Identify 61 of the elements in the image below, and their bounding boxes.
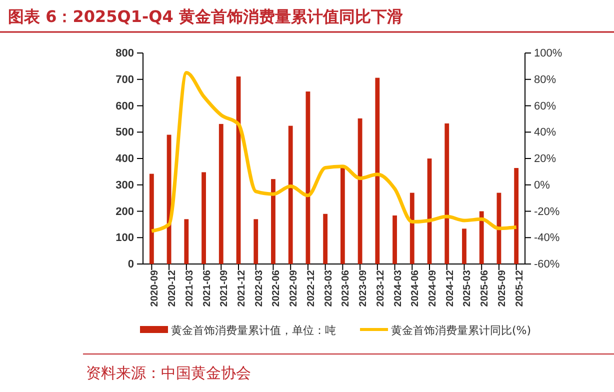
x-tick-label: 2022-09 — [288, 270, 300, 307]
x-tick-label: 2021-12 — [236, 270, 248, 307]
bar — [202, 172, 206, 264]
y2-tick-label: 80% — [534, 74, 556, 86]
bar — [340, 166, 345, 264]
x-tick-label: 2022-12 — [306, 270, 317, 307]
x-tick-label: 2023-06 — [340, 270, 352, 307]
x-tick-label: 2020-09 — [150, 270, 161, 307]
bar — [514, 168, 519, 264]
legend-label: 黄金首饰消费量累计值，单位：吨 — [171, 324, 336, 337]
x-tick-label: 2021-06 — [202, 270, 213, 307]
x-tick-label: 2024-03 — [392, 270, 404, 307]
bar — [218, 124, 224, 264]
bar — [479, 211, 484, 264]
y-tick-label: 500 — [116, 126, 134, 139]
x-tick-label: 2020-12 — [167, 270, 178, 307]
y-tick-label: 300 — [116, 179, 134, 192]
x-tick-label: 2024-06 — [410, 270, 422, 307]
bar — [392, 215, 397, 264]
bar — [444, 123, 450, 264]
x-tick-label: 2023-09 — [358, 270, 370, 307]
x-tick-label: 2025-06 — [480, 270, 491, 307]
x-tick-label: 2023-03 — [323, 270, 334, 307]
y2-tick-label: 20% — [534, 153, 556, 166]
x-tick-label: 2025-12 — [514, 270, 526, 307]
bar — [271, 179, 276, 264]
y2-tick-label: 60% — [534, 100, 556, 112]
bar — [288, 126, 293, 264]
x-tick-label: 2022-03 — [254, 270, 265, 307]
y-tick-label: 800 — [116, 48, 134, 60]
chart-title: 图表 6：2025Q1-Q4 黄金首饰消费量累计值同比下滑 — [8, 7, 403, 26]
x-tick-label: 2024-09 — [428, 270, 438, 307]
x-tick-label: 2023-12 — [375, 270, 386, 307]
text: 资料来源：中国黄金协会 — [86, 364, 251, 382]
x-tick-label: 2022-06 — [271, 270, 282, 307]
y2-tick-label: 40% — [534, 126, 556, 139]
legend-label: 黄金首饰消费量累计同比(%) — [391, 324, 532, 337]
y-tick-label: 700 — [116, 74, 134, 86]
y-tick-label: 100 — [116, 232, 134, 244]
x-tick-label: 2025-03 — [462, 270, 474, 307]
y2-tick-label: -40% — [534, 232, 560, 244]
bar — [254, 219, 258, 264]
y-tick-label: 600 — [116, 100, 134, 112]
y2-tick-label: 100% — [534, 48, 562, 60]
bar — [323, 214, 328, 264]
bar — [375, 78, 380, 264]
x-tick-label: 2025-09 — [496, 270, 508, 307]
y2-tick-label: -60% — [534, 258, 560, 271]
bar — [149, 174, 154, 264]
x-tick-label: 2021-03 — [184, 270, 196, 307]
bar — [462, 228, 466, 264]
y-tick-label: 200 — [116, 206, 134, 218]
x-tick-label: 2021-09 — [219, 270, 230, 307]
bar — [410, 192, 414, 264]
x-tick-label: 2024-12 — [444, 270, 456, 307]
line-series — [150, 71, 518, 233]
bar — [184, 219, 189, 264]
y2-tick-label: 0% — [534, 179, 550, 192]
y-tick-label: 400 — [116, 153, 134, 166]
y2-tick-label: -20% — [534, 206, 560, 218]
y-tick-label: 0 — [128, 258, 134, 271]
